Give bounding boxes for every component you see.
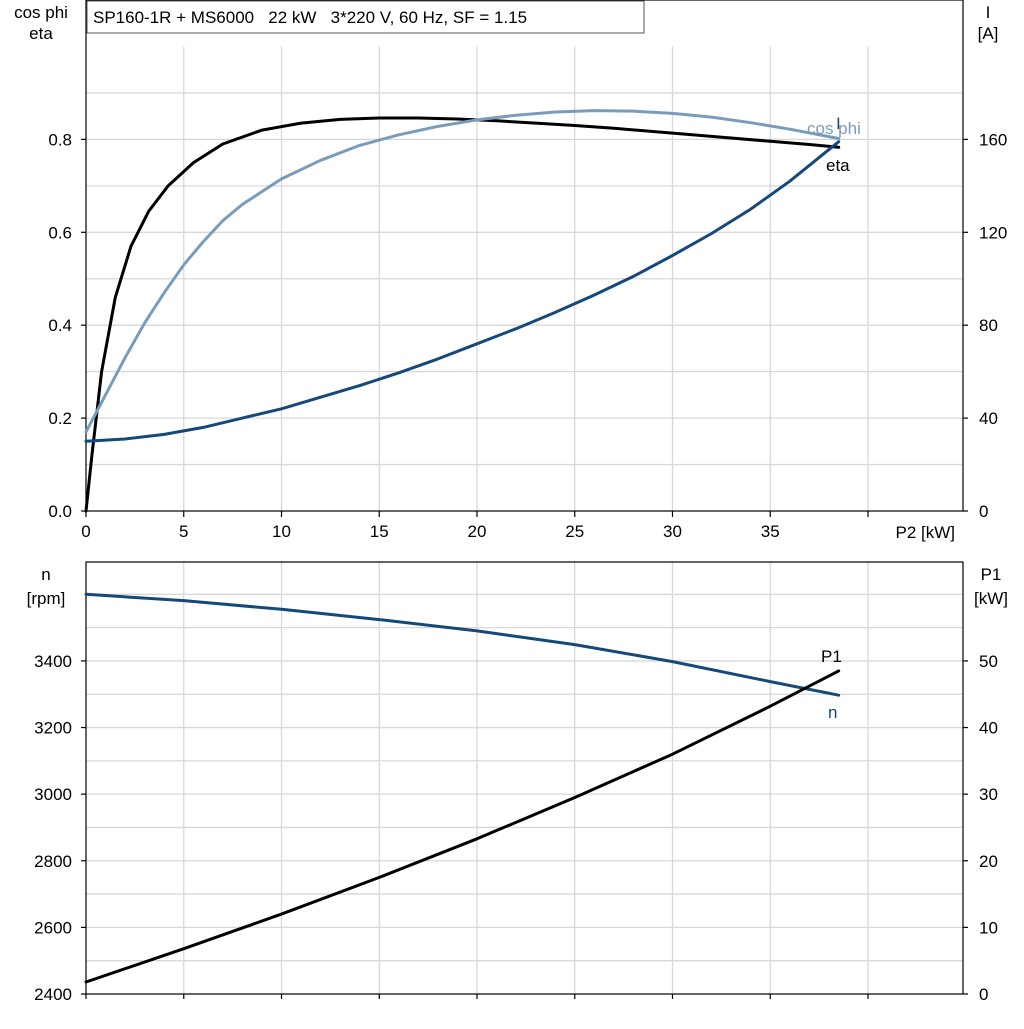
right-tick-label: 50	[979, 652, 998, 671]
current-series-label: I	[836, 114, 841, 133]
top-right-axis-label-line1: I	[986, 3, 991, 22]
bottom-left-axis-label-line2: [rpm]	[27, 589, 66, 608]
x-tick-label: 5	[179, 522, 188, 541]
right-tick-label: 160	[979, 130, 1007, 149]
right-tick-label: 30	[979, 785, 998, 804]
x-tick-label: 35	[761, 522, 780, 541]
right-tick-label: 40	[979, 719, 998, 738]
left-tick-label: 2600	[34, 918, 72, 937]
cos-phi-curve	[84, 109, 841, 434]
top-x-axis: 0 5 10 15 20 25 30 35	[81, 511, 869, 541]
p1-series-label: P1	[821, 647, 842, 666]
top-grid	[86, 46, 963, 511]
left-tick-label: 0.0	[48, 502, 72, 521]
right-tick-label: 0	[979, 502, 988, 521]
left-tick-label: 3200	[34, 719, 72, 738]
top-x-axis-label: P2 [kW]	[895, 523, 955, 542]
x-tick-label: 30	[663, 522, 682, 541]
bottom-panel: 2400 2600 2800 3000 3200 3400 0 10 20 30 40 50 n […	[27, 561, 1008, 1004]
x-tick-label: 10	[272, 522, 291, 541]
bottom-curves	[84, 592, 841, 984]
bottom-right-axis: 0 10 20 30 40 50	[963, 652, 998, 1004]
chart-title: SP160-1R + MS6000 22 kW 3*220 V, 60 Hz, …	[93, 8, 527, 27]
top-right-axis-label-line2: [A]	[978, 24, 999, 43]
top-left-axis: 0.0 0.2 0.4 0.6 0.8	[48, 130, 86, 521]
current-curve	[84, 140, 841, 443]
eta-series-label: eta	[826, 156, 850, 175]
eta-curve	[84, 116, 841, 513]
right-tick-label: 20	[979, 852, 998, 871]
bottom-left-axis-label-line1: n	[41, 565, 50, 584]
bottom-grid	[86, 561, 963, 994]
bottom-right-axis-label-line2: [kW]	[974, 589, 1008, 608]
left-tick-label: 0.6	[48, 223, 72, 242]
cos-phi-series-label: cos phi	[807, 119, 861, 138]
left-tick-label: 0.2	[48, 409, 72, 428]
top-left-axis-label-line2: eta	[29, 24, 53, 43]
bottom-plot-frame	[85, 561, 964, 995]
top-panel: 0.0 0.2 0.4 0.6 0.8 0 40 80 120 160 0 5 10 15 20 25 30…	[14, 0, 1007, 542]
top-plot-frame	[85, 0, 964, 512]
chart-title-box	[86, 0, 645, 34]
left-tick-label: 3000	[34, 785, 72, 804]
left-tick-label: 2400	[34, 985, 72, 1004]
top-curves	[84, 109, 841, 513]
top-left-axis-label-line1: cos phi	[14, 3, 68, 22]
speed-series-label: n	[828, 703, 837, 722]
x-tick-label: 25	[565, 522, 584, 541]
right-tick-label: 120	[979, 223, 1007, 242]
right-tick-label: 10	[979, 918, 998, 937]
left-tick-label: 2800	[34, 852, 72, 871]
speed-curve	[84, 592, 841, 697]
top-right-axis: 0 40 80 120 160	[963, 130, 1007, 521]
x-tick-label: 0	[81, 522, 90, 541]
bottom-x-axis	[85, 994, 869, 999]
right-tick-label: 80	[979, 316, 998, 335]
p1-curve	[84, 669, 841, 984]
left-tick-label: 3400	[34, 652, 72, 671]
x-tick-label: 20	[468, 522, 487, 541]
right-tick-label: 40	[979, 409, 998, 428]
bottom-left-axis: 2400 2600 2800 3000 3200 3400	[34, 652, 86, 1004]
left-tick-label: 0.4	[48, 316, 72, 335]
bottom-right-axis-label-line1: P1	[981, 565, 1002, 584]
right-tick-label: 0	[979, 985, 988, 1004]
x-tick-label: 15	[370, 522, 389, 541]
left-tick-label: 0.8	[48, 130, 72, 149]
